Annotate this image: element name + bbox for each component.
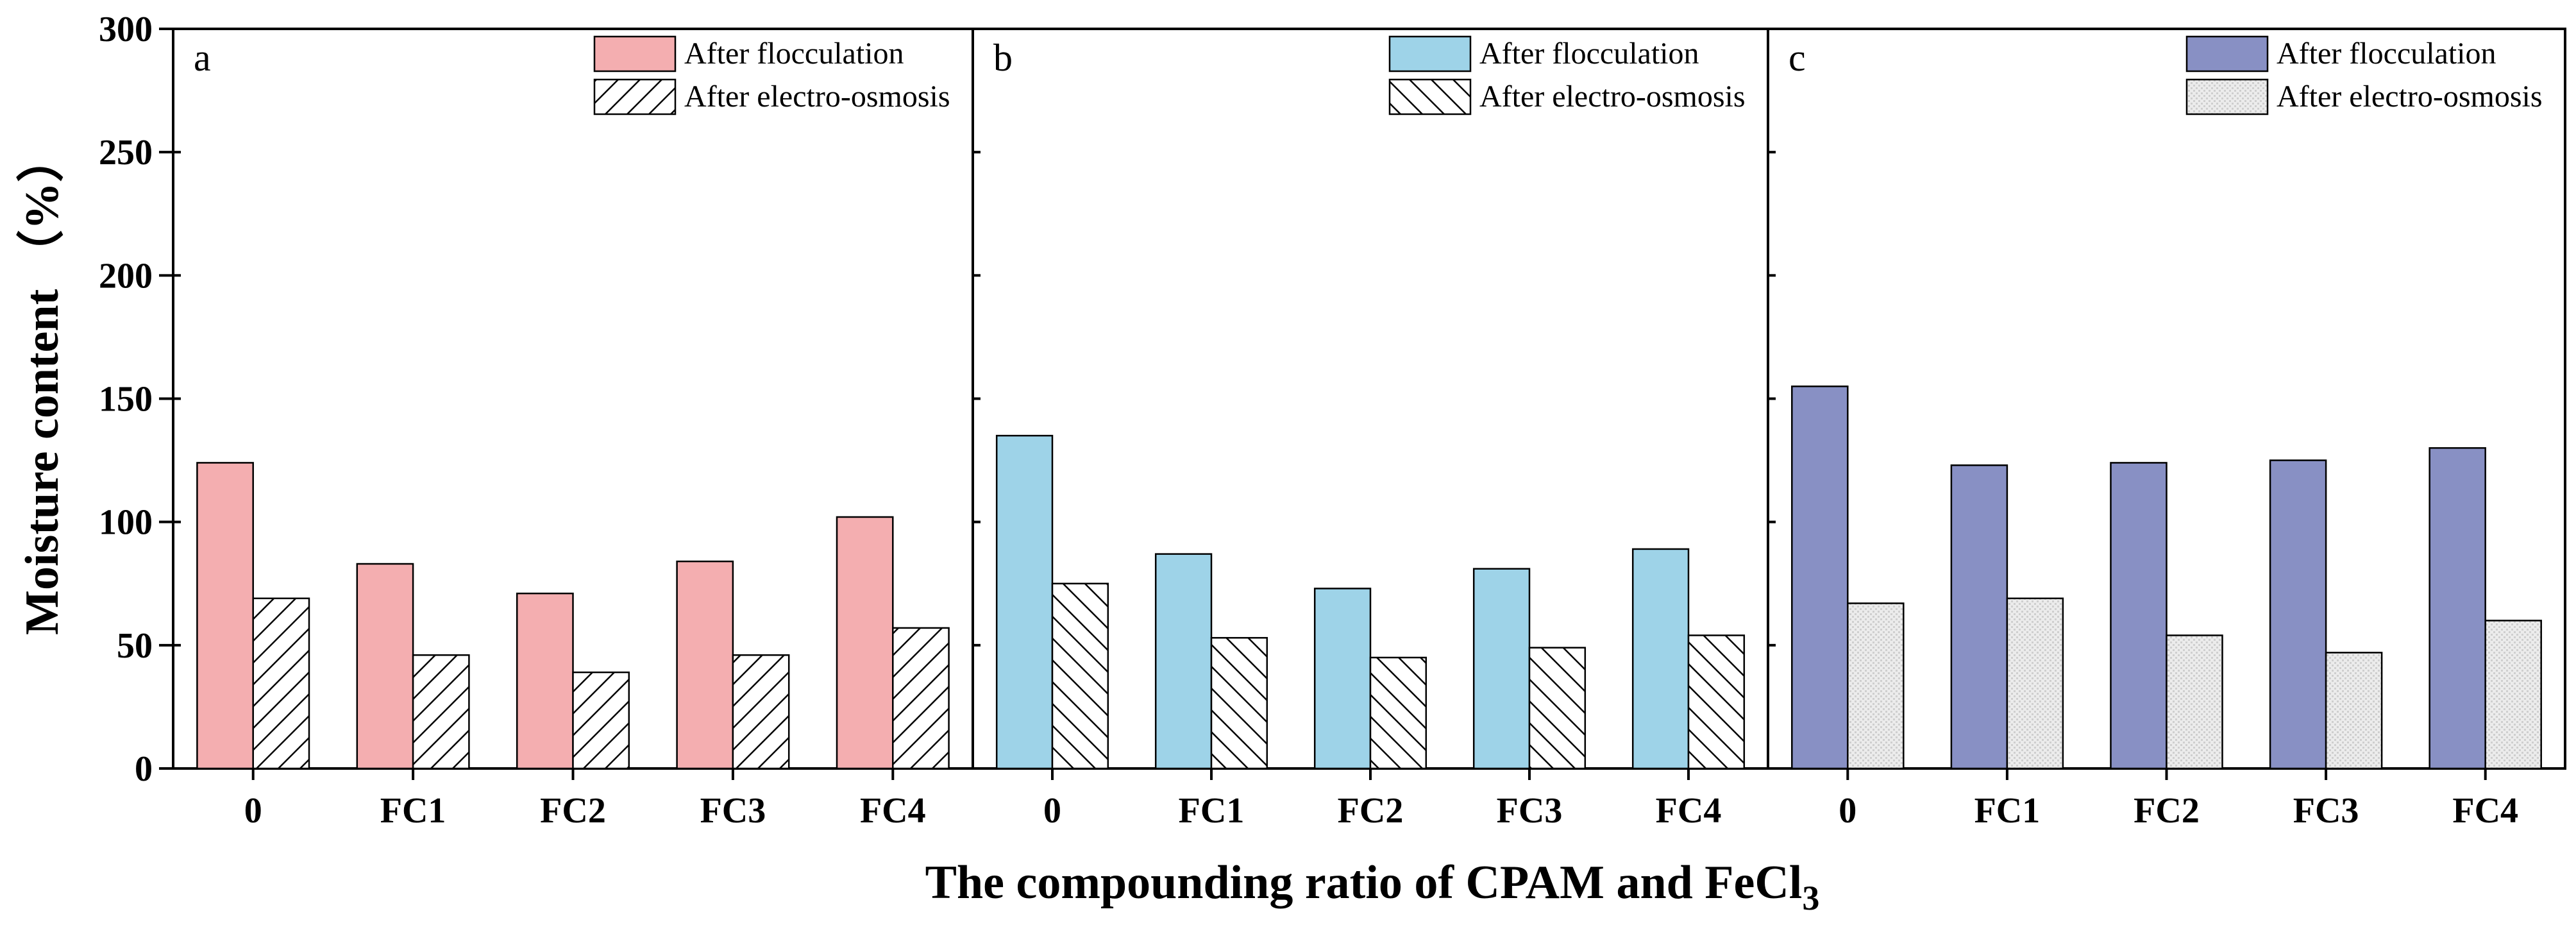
bar-a-electro-osmosis-0 [252, 597, 310, 770]
bar-c-flocculation-FC2 [2110, 462, 2168, 770]
x-tick-label: 0 [244, 791, 262, 831]
bar-c-electro-osmosis-FC3 [2325, 652, 2383, 770]
legend-swatch-c-flocculation [2185, 35, 2269, 72]
bar-a-flocculation-FC2 [516, 592, 574, 770]
x-axis-title-main: The compounding ratio of CPAM and FeCl [925, 856, 1803, 909]
x-axis-title-subscript: 3 [1802, 879, 1819, 917]
panel-label-c: c [1789, 37, 1806, 79]
x-tick-label: FC4 [860, 791, 926, 831]
legend-swatch-a-flocculation [593, 35, 677, 72]
bar-b-flocculation-FC1 [1154, 553, 1213, 770]
bar-b-electro-osmosis-0 [1051, 582, 1109, 770]
y-tick-label: 50 [117, 626, 153, 666]
panel-label-a: a [194, 37, 211, 79]
bar-b-electro-osmosis-FC1 [1210, 637, 1268, 770]
x-tick-label: FC2 [2134, 791, 2200, 831]
legend-swatch-a-electro-osmosis [593, 78, 677, 115]
x-tick-label: FC4 [2452, 791, 2518, 831]
bar-c-electro-osmosis-FC4 [2484, 620, 2542, 770]
legend-swatch-b-electro-osmosis [1388, 78, 1472, 115]
bar-a-electro-osmosis-FC1 [412, 654, 470, 770]
bar-b-flocculation-FC2 [1313, 588, 1372, 770]
x-axis-title: The compounding ratio of CPAM and FeCl3 [925, 856, 1820, 917]
bar-a-flocculation-FC4 [836, 516, 894, 770]
legend-swatch-c-electro-osmosis [2185, 78, 2269, 115]
bar-b-flocculation-0 [995, 434, 1054, 770]
panel-label-b: b [993, 37, 1013, 79]
bar-b-electro-osmosis-FC4 [1687, 634, 1746, 770]
x-tick-label: FC2 [540, 791, 606, 831]
bar-a-electro-osmosis-FC4 [892, 627, 950, 770]
bar-b-flocculation-FC3 [1472, 568, 1531, 770]
bar-c-electro-osmosis-FC1 [2006, 597, 2064, 770]
legend-label-c-electro-osmosis: After electro-osmosis [2277, 80, 2543, 114]
bar-b-electro-osmosis-FC2 [1369, 656, 1427, 770]
bar-c-electro-osmosis-FC2 [2166, 634, 2223, 770]
x-tick-label: FC3 [700, 791, 766, 831]
legend-label-a-electro-osmosis: After electro-osmosis [684, 80, 950, 114]
bar-c-flocculation-FC1 [1950, 464, 2008, 770]
x-tick-label: FC1 [380, 791, 446, 831]
bar-c-flocculation-FC4 [2429, 447, 2486, 770]
bar-a-flocculation-0 [196, 462, 254, 770]
x-tick-label: FC1 [1974, 791, 2041, 831]
bar-b-electro-osmosis-FC3 [1528, 647, 1587, 770]
bar-b-flocculation-FC4 [1631, 548, 1690, 770]
y-tick-label: 0 [135, 749, 153, 789]
plot-area: 0 50 100 150 200 250 300 0 FC1 FC2 FC3 FC4 a After fl… [99, 10, 2566, 831]
bar-a-flocculation-FC1 [356, 563, 414, 770]
bar-c-electro-osmosis-0 [1847, 602, 1905, 770]
x-tick-label: FC4 [1656, 791, 1722, 831]
y-tick-label: 200 [99, 256, 153, 296]
legend-swatch-b-flocculation [1388, 35, 1472, 72]
x-tick-label: FC3 [1497, 791, 1563, 831]
x-tick-label: FC3 [2293, 791, 2359, 831]
y-tick-label: 150 [99, 380, 153, 420]
y-tick-label: 300 [99, 10, 153, 49]
bar-a-flocculation-FC3 [676, 560, 734, 770]
x-tick-label: FC1 [1179, 791, 1245, 831]
x-tick-label: 0 [1043, 791, 1061, 831]
legend-label-c-flocculation: After flocculation [2277, 37, 2496, 71]
x-tick-label: FC2 [1338, 791, 1404, 831]
bar-c-flocculation-0 [1791, 386, 1849, 770]
y-axis-title: Moisture content （%） [16, 135, 69, 635]
legend-label-a-flocculation: After flocculation [684, 37, 904, 71]
legend-label-b-flocculation: After flocculation [1479, 37, 1699, 71]
bar-c-flocculation-FC3 [2269, 459, 2327, 770]
bar-a-electro-osmosis-FC3 [732, 654, 790, 770]
y-tick-label: 100 [99, 503, 153, 543]
y-tick-label: 250 [99, 133, 153, 173]
legend-label-b-electro-osmosis: After electro-osmosis [1479, 80, 1746, 114]
x-tick-label: 0 [1839, 791, 1856, 831]
bar-a-electro-osmosis-FC2 [572, 671, 630, 770]
